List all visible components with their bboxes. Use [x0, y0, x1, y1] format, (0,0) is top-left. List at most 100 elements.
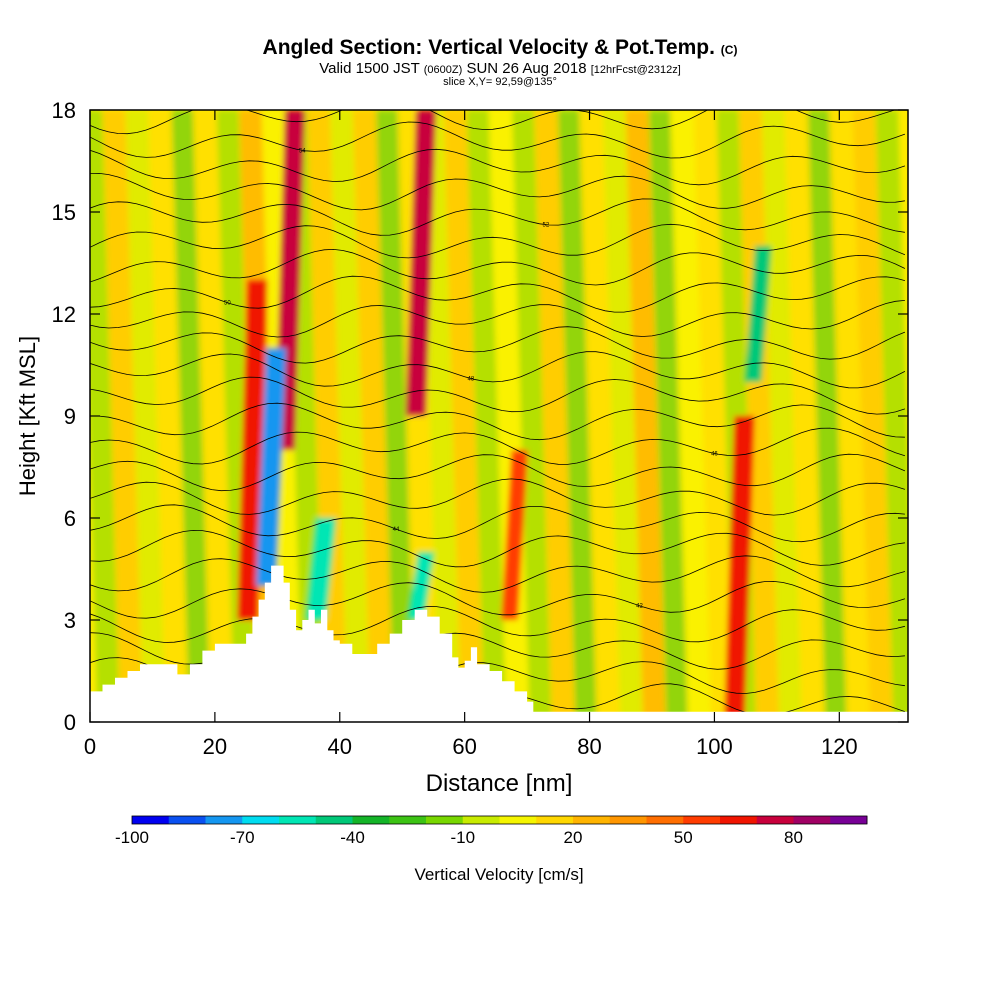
theta-contour — [90, 427, 906, 465]
x-tick-label: 120 — [821, 734, 858, 759]
colorbar-swatch — [426, 816, 464, 824]
y-tick-label: 9 — [64, 404, 76, 429]
updraft-cell — [405, 110, 436, 416]
colorbar-swatch — [830, 816, 868, 824]
colorbar: -100 -70 -40 -10 20 50 80 — [115, 815, 868, 847]
theta-contour — [90, 606, 905, 643]
valid-time: Valid 1500 JST (0600Z) SUN 26 Aug 2018 [… — [319, 60, 681, 77]
theta-contour — [90, 300, 905, 338]
x-tick-label: 100 — [696, 734, 733, 759]
velocity-band — [90, 110, 121, 722]
colorbar-swatch — [499, 816, 537, 824]
x-tick-label: 80 — [577, 734, 601, 759]
theta-contour — [90, 453, 906, 492]
velocity-band — [125, 110, 166, 722]
colorbar-swatch — [683, 816, 721, 824]
colorbar-swatch — [132, 816, 170, 824]
colorbar-swatch — [793, 816, 831, 824]
velocity-band — [852, 110, 893, 722]
velocity-band — [511, 110, 552, 722]
y-axis-label: Height [Kft MSL] — [15, 336, 40, 496]
velocity-band — [557, 110, 598, 722]
theta-contour — [90, 198, 905, 236]
x-tick-label: 0 — [84, 734, 96, 759]
contour-label: 48 — [468, 376, 475, 382]
theta-contour — [90, 351, 906, 389]
contour-label: 46 — [711, 451, 718, 457]
theta-contour — [90, 529, 905, 568]
velocity-band — [148, 110, 189, 722]
velocity-band — [329, 110, 371, 722]
theta-contour — [90, 555, 906, 593]
colorbar-tick-label: -70 — [230, 828, 255, 847]
forecast-info: [12hrFcst@2312z] — [590, 64, 681, 76]
velocity-band — [352, 110, 393, 722]
axes: 0 20 40 60 80 100 120 0 3 6 9 12 15 18 — [52, 98, 908, 759]
theta-contour — [90, 172, 905, 211]
x-tick-label: 20 — [203, 734, 227, 759]
contour-label: 42 — [636, 604, 643, 610]
colorbar-swatch — [720, 816, 758, 824]
theta-contour — [90, 326, 906, 364]
colorbar-swatch — [389, 816, 427, 824]
y-tick-label: 3 — [64, 608, 76, 633]
velocity-band — [875, 110, 908, 722]
x-axis-label: Distance [nm] — [426, 770, 573, 797]
velocity-band — [193, 110, 234, 722]
velocity-band — [579, 110, 621, 722]
colorbar-swatch — [573, 816, 611, 824]
colorbar-swatch — [646, 816, 684, 824]
colorbar-swatch — [168, 816, 206, 824]
velocity-band — [102, 110, 143, 722]
colorbar-tick-label: 50 — [674, 828, 693, 847]
colorbar-swatch — [352, 816, 390, 824]
theta-contour — [90, 110, 897, 135]
theta-contour — [90, 223, 906, 259]
velocity-band — [602, 110, 643, 722]
velocity-band — [466, 110, 507, 722]
theta-contour — [90, 121, 906, 159]
colorbar-swatch — [242, 816, 280, 824]
slice-info: slice X,Y= 92,59@135° — [443, 76, 557, 88]
velocity-band — [443, 110, 484, 722]
colorbar-frame — [131, 815, 868, 825]
theta-contour — [90, 402, 905, 441]
theta-contour — [90, 478, 906, 516]
downdraft-cell — [407, 552, 435, 620]
contour-label: 54 — [299, 148, 306, 154]
theta-contour — [90, 275, 906, 313]
colorbar-swatch — [756, 816, 794, 824]
downdraft-cell — [745, 246, 772, 382]
colorbar-swatch — [279, 816, 317, 824]
velocity-band — [693, 110, 734, 722]
colorbar-tick-label: -40 — [340, 828, 365, 847]
colorbar-tick-label: -100 — [115, 828, 149, 847]
downdraft-cell — [256, 348, 287, 586]
contour-label: 52 — [542, 223, 549, 229]
y-tick-label: 12 — [52, 302, 76, 327]
velocity-bands — [90, 110, 908, 722]
chart-title: Angled Section: Vertical Velocity & Pot.… — [262, 36, 738, 59]
downdraft-cell — [306, 518, 337, 620]
theta-contour — [90, 376, 906, 415]
colorbar-tick-label: 80 — [784, 828, 803, 847]
velocity-band — [761, 110, 802, 722]
contour-label: 50 — [224, 301, 231, 307]
velocity-band — [307, 110, 348, 722]
colorbar-label: Vertical Velocity [cm/s] — [414, 865, 583, 884]
velocity-band — [784, 110, 825, 722]
colorbar-swatch — [462, 816, 500, 824]
velocity-band — [375, 110, 416, 722]
contour-label: 44 — [393, 527, 400, 533]
colorbar-swatch — [536, 816, 574, 824]
colorbar-swatch — [205, 816, 243, 824]
velocity-band — [170, 110, 212, 722]
updraft-cell — [501, 450, 528, 620]
terrain-mask — [90, 565, 908, 722]
theta-contours: 4042444648505254 — [90, 110, 906, 721]
title-units: (C) — [720, 43, 738, 57]
velocity-band — [807, 110, 848, 722]
valid-utc: (0600Z) — [423, 64, 463, 76]
